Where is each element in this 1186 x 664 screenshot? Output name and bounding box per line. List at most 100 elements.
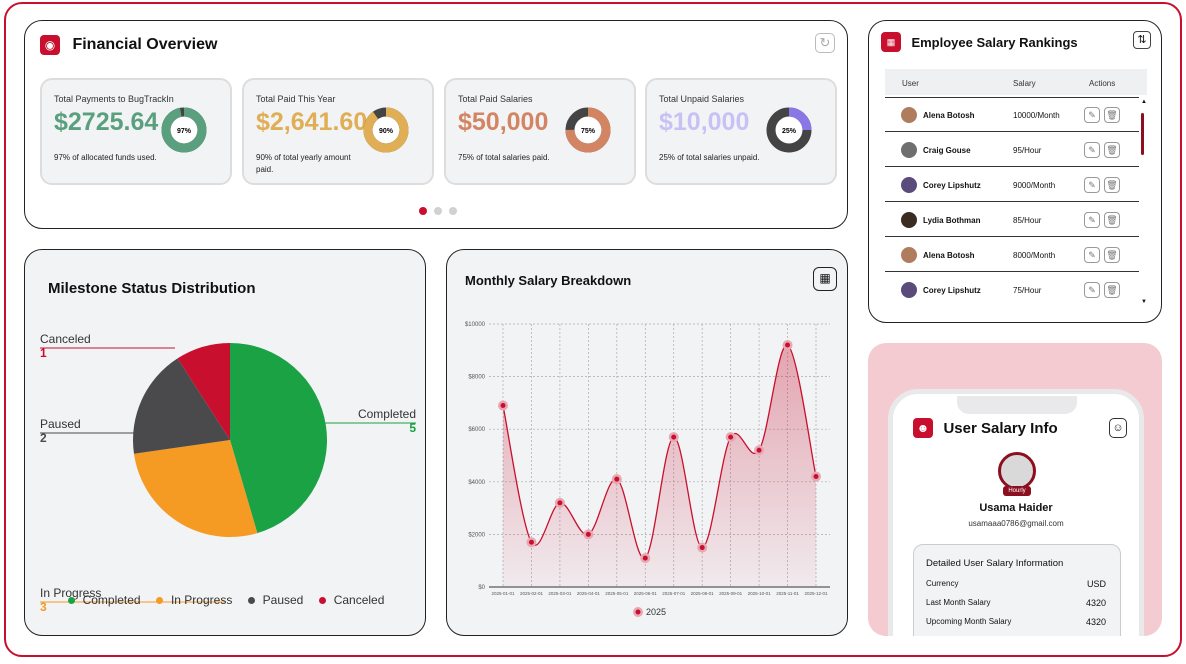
data-point[interactable] (785, 342, 791, 348)
legend-completed[interactable]: Completed (67, 593, 141, 607)
salary-rankings-card: ▦ Employee Salary Rankings ⇅ User Salary… (868, 20, 1162, 323)
pie-slice-completed[interactable] (230, 343, 327, 534)
delete-icon[interactable]: 🗑 (1104, 177, 1120, 193)
pie-slice-paused[interactable] (133, 358, 230, 454)
row-salary: 75/Hour (1013, 286, 1042, 295)
x-tick-label: 2025-11-01 (776, 591, 799, 596)
refresh-icon[interactable]: ↻ (815, 33, 835, 53)
row-salary: 9000/Month (1013, 181, 1056, 190)
detail-label: Last Month Salary (926, 598, 991, 607)
financial-overview-card: ◉ Financial Overview ↻ Total Payments to… (24, 20, 848, 229)
legend-in-progress[interactable]: In Progress (155, 593, 232, 607)
data-point[interactable] (528, 539, 534, 545)
calendar-icon[interactable]: ▦ (813, 267, 837, 291)
data-point[interactable] (642, 555, 648, 561)
pie-label: Paused (40, 417, 81, 431)
stat-label: Total Paid Salaries (458, 94, 533, 104)
edit-icon[interactable]: ✎ (1084, 282, 1100, 298)
edit-icon[interactable]: ✎ (1084, 177, 1100, 193)
y-tick-label: $6000 (468, 427, 485, 433)
row-salary: 10000/Month (1013, 111, 1060, 120)
donut-chart: 25% (766, 107, 812, 153)
edit-icon[interactable]: ✎ (1084, 142, 1100, 158)
legend-canceled[interactable]: Canceled (318, 593, 385, 607)
profile-icon[interactable]: ☺ (1109, 418, 1127, 438)
header-actions: Actions (1089, 79, 1116, 88)
delete-icon[interactable]: 🗑 (1104, 142, 1120, 158)
donut-percent: 25% (782, 128, 797, 135)
data-point[interactable] (813, 474, 819, 480)
edit-icon[interactable]: ✎ (1084, 212, 1100, 228)
donut-chart: 97% (161, 107, 207, 153)
stat-card-paid-year: Total Paid This Year $2,641.60 90% of to… (242, 78, 434, 185)
legend-dot-icon (67, 597, 75, 605)
data-point[interactable] (756, 447, 762, 453)
scroll-up-icon[interactable]: ▲ (1141, 99, 1147, 105)
donut-percent: 75% (581, 128, 596, 135)
donut-chart: 90% (363, 107, 409, 153)
delete-icon[interactable]: 🗑 (1104, 282, 1120, 298)
scroll-down-icon[interactable]: ▼ (1141, 299, 1147, 305)
avatar (901, 107, 917, 123)
user-badge-icon: ☻ (913, 418, 933, 438)
legend-label: Canceled (333, 593, 385, 607)
milestone-card: Milestone Status Distribution Completed 5… (24, 249, 426, 636)
header-user: User (902, 79, 919, 88)
carousel-dot[interactable] (434, 207, 442, 215)
detail-label: Upcoming Month Salary (926, 617, 1012, 626)
stat-value: $10,000 (659, 108, 750, 136)
phone-notch (957, 396, 1077, 414)
scrollbar-thumb[interactable] (1141, 113, 1144, 155)
pie-slice-canceled[interactable] (177, 343, 230, 440)
delete-icon[interactable]: 🗑 (1104, 247, 1120, 263)
carousel-dot[interactable] (449, 207, 457, 215)
legend-marker (635, 609, 641, 615)
data-point[interactable] (699, 545, 705, 551)
data-point[interactable] (500, 403, 506, 409)
pie-slice-in-progress[interactable] (133, 440, 258, 537)
y-tick-label: $4000 (468, 480, 485, 486)
x-tick-label: 2025-10-01 (748, 591, 772, 596)
avatar (901, 247, 917, 263)
salary-breakdown-card: Monthly Salary Breakdown ▦ $0 $2000 $4000 $… (446, 249, 848, 636)
carousel-dot-active[interactable] (419, 207, 427, 215)
delete-icon[interactable]: 🗑 (1104, 107, 1120, 123)
search-badge-icon: ◉ (40, 35, 60, 55)
detail-label: Currency (926, 579, 959, 588)
sort-icon[interactable]: ⇅ (1133, 31, 1151, 49)
legend-label: Paused (262, 593, 304, 607)
user-name: Usama Haider (979, 502, 1053, 514)
donut-fill (565, 107, 611, 153)
data-point[interactable] (671, 434, 677, 440)
legend-paused[interactable]: Paused (247, 593, 304, 607)
rankings-table-header: User Salary Actions (885, 69, 1147, 95)
data-point[interactable] (728, 434, 734, 440)
avatar (998, 452, 1036, 490)
stat-value: $2725.64 (54, 108, 159, 136)
x-tick-label: 2025-07-01 (662, 591, 686, 596)
header-salary: Salary (1013, 79, 1036, 88)
edit-icon[interactable]: ✎ (1084, 107, 1100, 123)
pie-label: In Progress (40, 586, 101, 600)
delete-icon[interactable]: 🗑 (1104, 212, 1120, 228)
stat-card-unpaid-salaries: Total Unpaid Salaries $10,000 25% of tot… (645, 78, 837, 185)
stat-desc: 90% of total yearly amount paid. (256, 153, 351, 174)
row-salary: 8000/Month (1013, 251, 1056, 260)
scrollbar[interactable]: ▲ ▼ (1139, 99, 1147, 305)
donut-chart: 75% (565, 107, 611, 153)
row-name: Craig Gouse (923, 146, 971, 155)
legend-label[interactable]: 2025 (646, 607, 666, 617)
ranking-icon: ▦ (881, 32, 901, 52)
x-tick-label: 2025-05-01 (605, 591, 629, 596)
data-point[interactable] (557, 500, 563, 506)
detail-row: Currency USD (926, 579, 1106, 589)
data-point[interactable] (614, 476, 620, 482)
data-point[interactable] (585, 531, 591, 537)
rankings-table-top-rule (885, 97, 1139, 98)
edit-icon[interactable]: ✎ (1084, 247, 1100, 263)
details-title: Detailed User Salary Information (926, 558, 1064, 569)
donut-fill (766, 107, 812, 153)
x-tick-label: 2025-01-01 (491, 591, 515, 596)
stat-label: Total Unpaid Salaries (659, 94, 745, 104)
